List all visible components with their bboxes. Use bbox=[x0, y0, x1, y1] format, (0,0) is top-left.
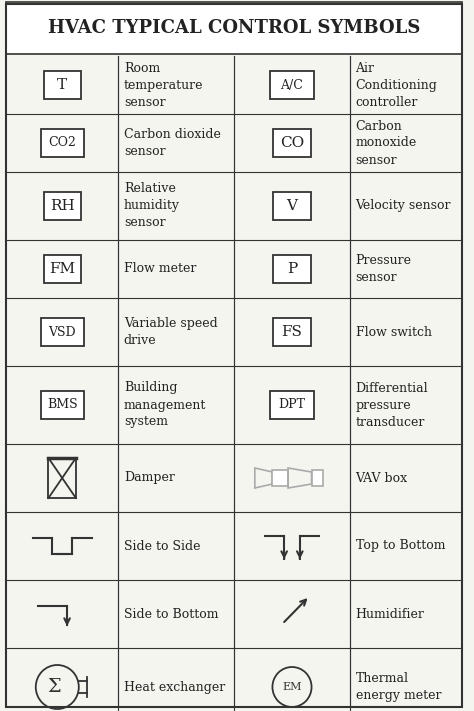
Text: VAV box: VAV box bbox=[356, 471, 408, 484]
Text: FS: FS bbox=[282, 325, 302, 339]
FancyBboxPatch shape bbox=[273, 470, 288, 486]
FancyBboxPatch shape bbox=[41, 391, 84, 419]
Text: CO2: CO2 bbox=[48, 137, 76, 149]
Text: Flow meter: Flow meter bbox=[124, 262, 196, 275]
Text: Humidifier: Humidifier bbox=[356, 607, 424, 621]
Text: BMS: BMS bbox=[47, 398, 77, 412]
FancyBboxPatch shape bbox=[44, 71, 81, 99]
Text: Side to Side: Side to Side bbox=[124, 540, 201, 552]
FancyBboxPatch shape bbox=[44, 255, 81, 283]
Text: Heat exchanger: Heat exchanger bbox=[124, 680, 225, 693]
FancyBboxPatch shape bbox=[273, 192, 310, 220]
Text: VSD: VSD bbox=[48, 326, 76, 338]
Text: Top to Bottom: Top to Bottom bbox=[356, 540, 445, 552]
Text: Differential
pressure
transducer: Differential pressure transducer bbox=[356, 382, 428, 429]
FancyBboxPatch shape bbox=[41, 129, 84, 157]
Text: Flow switch: Flow switch bbox=[356, 326, 431, 338]
Text: Damper: Damper bbox=[124, 471, 174, 484]
Text: RH: RH bbox=[50, 199, 74, 213]
Text: T: T bbox=[57, 78, 67, 92]
Text: Air
Conditioning
controller: Air Conditioning controller bbox=[356, 61, 438, 109]
Text: Velocity sensor: Velocity sensor bbox=[356, 200, 451, 213]
Text: FM: FM bbox=[49, 262, 75, 276]
Text: EM: EM bbox=[282, 682, 302, 692]
Text: Variable speed
drive: Variable speed drive bbox=[124, 317, 218, 347]
Text: Side to Bottom: Side to Bottom bbox=[124, 607, 219, 621]
Text: Room
temperature
sensor: Room temperature sensor bbox=[124, 61, 203, 109]
FancyBboxPatch shape bbox=[7, 2, 462, 54]
Text: Relative
humidity
sensor: Relative humidity sensor bbox=[124, 183, 180, 230]
FancyBboxPatch shape bbox=[271, 391, 313, 419]
Text: A/C: A/C bbox=[281, 78, 303, 92]
FancyBboxPatch shape bbox=[311, 470, 323, 486]
FancyBboxPatch shape bbox=[41, 318, 84, 346]
FancyBboxPatch shape bbox=[44, 192, 81, 220]
Text: Building
management
system: Building management system bbox=[124, 382, 206, 429]
FancyBboxPatch shape bbox=[273, 318, 310, 346]
Text: Carbon dioxide
sensor: Carbon dioxide sensor bbox=[124, 128, 221, 158]
Text: V: V bbox=[286, 199, 298, 213]
FancyBboxPatch shape bbox=[273, 255, 310, 283]
FancyBboxPatch shape bbox=[271, 71, 313, 99]
FancyBboxPatch shape bbox=[273, 129, 310, 157]
Text: Thermal
energy meter: Thermal energy meter bbox=[356, 672, 441, 702]
Text: P: P bbox=[287, 262, 297, 276]
Text: Carbon
monoxide
sensor: Carbon monoxide sensor bbox=[356, 119, 417, 166]
Text: Σ: Σ bbox=[47, 678, 61, 696]
Text: CO: CO bbox=[280, 136, 304, 150]
Text: HVAC TYPICAL CONTROL SYMBOLS: HVAC TYPICAL CONTROL SYMBOLS bbox=[48, 19, 420, 37]
Text: Pressure
sensor: Pressure sensor bbox=[356, 254, 411, 284]
Text: DPT: DPT bbox=[279, 398, 306, 412]
